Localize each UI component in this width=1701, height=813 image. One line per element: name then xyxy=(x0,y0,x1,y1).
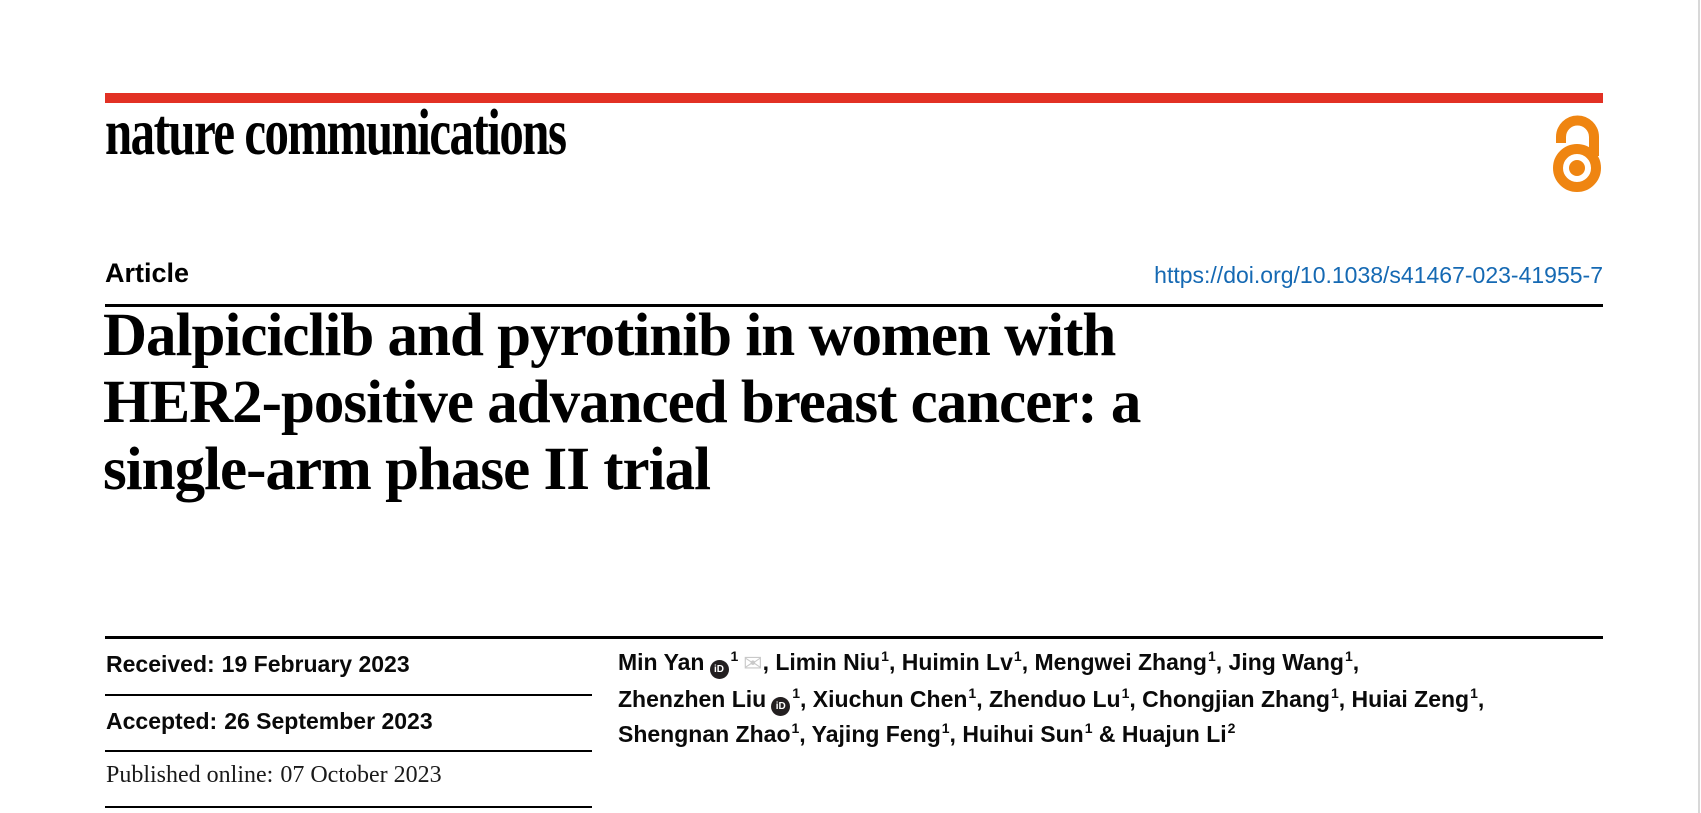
article-meta-row: Article https://doi.org/10.1038/s41467-0… xyxy=(105,258,1603,289)
affiliation-superscript: 1 xyxy=(968,685,977,701)
accepted-label: Accepted: xyxy=(106,708,218,734)
history-divider xyxy=(105,806,592,808)
author-name: Huiai Zeng xyxy=(1351,686,1470,712)
author-separator: , xyxy=(799,721,812,747)
affiliation-superscript: 1 xyxy=(1330,685,1339,701)
received-value: 19 February 2023 xyxy=(221,651,410,677)
email-icon[interactable]: ✉ xyxy=(743,651,763,677)
open-access-keyhole xyxy=(1569,160,1585,176)
author-separator: , xyxy=(1338,686,1352,712)
author-separator: , xyxy=(1477,686,1485,712)
affiliation-superscript: 1 xyxy=(1084,720,1093,736)
doi-link[interactable]: https://doi.org/10.1038/s41467-023-41955… xyxy=(1154,262,1603,288)
affiliation-superscript: 1 xyxy=(730,648,739,664)
author-name: Yajing Feng xyxy=(811,721,941,747)
author-name: Min Yan xyxy=(618,649,705,675)
history-top-rule xyxy=(105,636,1603,639)
affiliation-superscript: 1 xyxy=(1013,648,1022,664)
orcid-icon[interactable]: iD xyxy=(771,697,791,716)
published-label: Published online: xyxy=(106,762,274,788)
author-separator: , xyxy=(949,721,963,747)
paper-title: Dalpiciclib and pyrotinib in women with … xyxy=(103,302,1603,503)
open-access-shackle xyxy=(1556,115,1599,156)
paper-title-line: HER2-positive advanced breast cancer: a xyxy=(103,369,1141,436)
page-edge-divider xyxy=(1698,0,1700,813)
affiliation-superscript: 1 xyxy=(791,720,800,736)
affiliation-superscript: 2 xyxy=(1227,720,1236,736)
accepted-value: 26 September 2023 xyxy=(224,708,433,734)
author-name: Zhenzhen Liu xyxy=(618,686,767,712)
author-separator: , xyxy=(1215,649,1229,675)
affiliation-superscript: 1 xyxy=(941,720,950,736)
author-separator: & xyxy=(1092,721,1122,747)
author-separator: , xyxy=(888,649,902,675)
author-line: Min Yan iD1 ✉, Limin Niu1, Huimin Lv1, Men… xyxy=(618,645,1578,682)
affiliation-superscript: 1 xyxy=(1121,685,1130,701)
author-name: Mengwei Zhang xyxy=(1034,649,1207,675)
affiliation-superscript: 1 xyxy=(1207,648,1216,664)
author-separator: , xyxy=(1129,686,1143,712)
accepted-date-row: Accepted: 26 September 2023 xyxy=(106,708,433,735)
author-separator: , xyxy=(800,686,813,712)
paper-title-line: Dalpiciclib and pyrotinib in women with xyxy=(103,302,1116,369)
author-line: Shengnan Zhao1, Yajing Feng1, Huihui Sun… xyxy=(618,717,1578,752)
orcid-icon[interactable]: iD xyxy=(709,660,729,679)
open-access-lock-body xyxy=(1553,144,1601,192)
author-block: Min Yan iD1 ✉, Limin Niu1, Huimin Lv1, Men… xyxy=(618,645,1578,752)
affiliation-superscript: 1 xyxy=(1344,648,1353,664)
author-name: Zhenduo Lu xyxy=(989,686,1121,712)
received-label: Received: xyxy=(106,651,215,677)
author-separator: , xyxy=(1021,649,1035,675)
affiliation-superscript: 1 xyxy=(1470,685,1478,701)
author-name: Huimin Lv xyxy=(901,649,1013,675)
history-divider xyxy=(105,694,592,696)
journal-logo: nature communications xyxy=(105,96,567,169)
author-separator: , xyxy=(976,686,989,712)
author-name: Xiuchun Chen xyxy=(812,686,968,712)
affiliation-superscript: 1 xyxy=(881,648,889,664)
received-date-row: Received: 19 February 2023 xyxy=(106,651,410,678)
author-name: Jing Wang xyxy=(1228,649,1344,675)
author-name: Huihui Sun xyxy=(962,721,1084,747)
author-name: Huajun Li xyxy=(1121,721,1227,747)
author-name: Limin Niu xyxy=(775,649,881,675)
title-top-rule xyxy=(105,304,1603,307)
author-separator: , xyxy=(1352,649,1360,675)
paper-title-line: single-arm phase II trial xyxy=(103,436,711,503)
author-name: Chongjian Zhang xyxy=(1142,686,1330,712)
author-name: Shengnan Zhao xyxy=(618,721,791,747)
author-line: Zhenzhen Liu iD1, Xiuchun Chen1, Zhenduo … xyxy=(618,682,1578,717)
published-value: 07 October 2023 xyxy=(280,762,442,788)
history-divider xyxy=(105,750,592,752)
author-separator: , xyxy=(762,649,776,675)
article-type-label: Article xyxy=(105,258,190,288)
open-access-icon xyxy=(1553,115,1601,192)
published-date-row: Published online: 07 October 2023 xyxy=(106,762,442,789)
brand-red-bar xyxy=(105,93,1603,103)
affiliation-superscript: 1 xyxy=(792,685,801,701)
